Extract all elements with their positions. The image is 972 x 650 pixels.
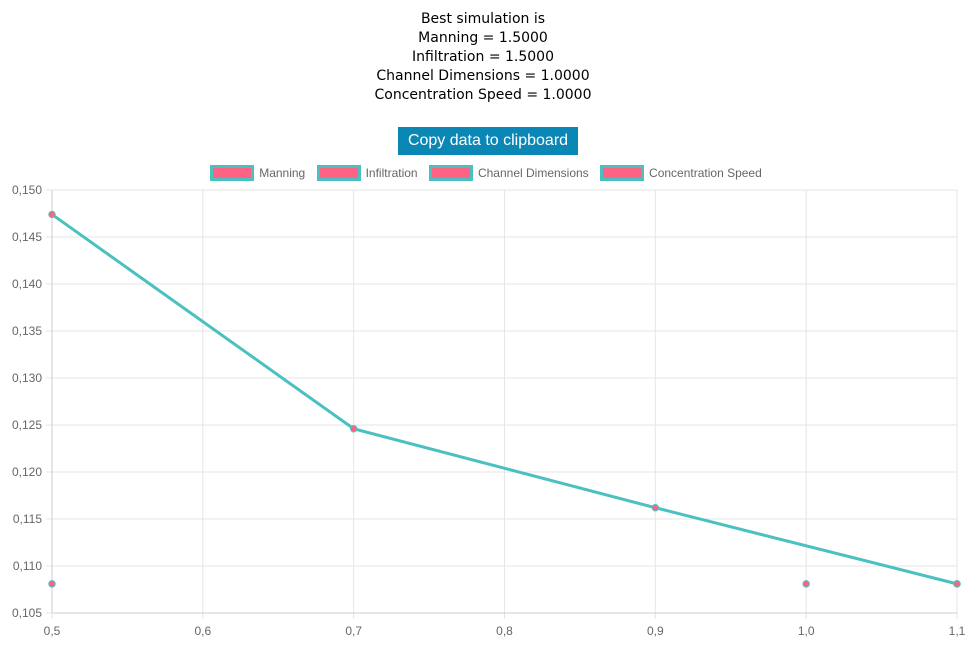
chart-axis-ticks: 0,5 0,6 0,7 0,8 0,9 1,0 1,1 0,150 0,145 0,140 0,13… [12, 183, 966, 638]
legend-label: Concentration Speed [649, 166, 762, 180]
y-tick-label: 0,105 [12, 606, 42, 620]
y-tick-label: 0,115 [13, 512, 42, 526]
data-point-manning [48, 210, 56, 219]
series-line-manning [51, 213, 958, 586]
legend-swatch-icon [600, 165, 645, 181]
legend-label: Infiltration [365, 166, 418, 180]
x-tick-label: 0,9 [647, 624, 664, 638]
legend-item-manning[interactable]: Manning [210, 165, 305, 181]
x-tick-label: 1,1 [949, 624, 966, 638]
data-point-manning [349, 425, 358, 433]
legend-item-concentration-speed[interactable]: Concentration Speed [600, 165, 762, 181]
legend-swatch-icon [428, 165, 473, 181]
copy-data-button[interactable]: Copy data to clipboard [398, 127, 578, 155]
y-tick-label: 0,120 [12, 465, 42, 479]
y-tick-label: 0,150 [12, 183, 42, 197]
legend-swatch-icon [210, 165, 255, 181]
legend-item-infiltration[interactable]: Infiltration [316, 165, 418, 181]
summary-manning: Manning = 1.5000 [418, 30, 548, 46]
x-tick-label: 0,6 [194, 624, 211, 638]
y-tick-label: 0,125 [12, 418, 42, 432]
summary-infiltration: Infiltration = 1.5000 [412, 49, 554, 65]
y-tick-label: 0,110 [13, 559, 42, 573]
x-tick-label: 0,7 [345, 624, 362, 638]
summary-concentration-speed: Concentration Speed = 1.0000 [374, 87, 592, 103]
data-point-infiltration [802, 580, 810, 588]
summary-channel-dimensions: Channel Dimensions = 1.0000 [376, 68, 590, 84]
chart-grid [46, 189, 958, 619]
chart-data-points [48, 210, 961, 588]
data-point-infiltration [48, 580, 56, 588]
y-tick-label: 0,140 [12, 277, 42, 291]
y-tick-label: 0,130 [12, 371, 42, 385]
x-tick-label: 0,5 [44, 624, 61, 638]
x-tick-label: 1,0 [798, 624, 815, 638]
legend-swatch-icon [316, 165, 361, 181]
legend-label: Manning [259, 166, 306, 180]
y-tick-label: 0,145 [12, 230, 42, 244]
legend-item-channel-dimensions[interactable]: Channel Dimensions [428, 165, 589, 181]
best-simulation-summary: Best simulation is Manning = 1.5000 Infi… [0, 10, 966, 105]
y-tick-label: 0,135 [12, 324, 42, 338]
chart-legend: Manning Infiltration Channel Dimensions … [0, 165, 972, 183]
data-point-infiltration [953, 580, 961, 588]
x-tick-label: 0,8 [496, 624, 513, 638]
chart-series-lines [51, 213, 958, 586]
summary-heading: Best simulation is [420, 11, 546, 27]
data-point-manning [651, 504, 660, 512]
legend-label: Channel Dimensions [477, 166, 589, 180]
